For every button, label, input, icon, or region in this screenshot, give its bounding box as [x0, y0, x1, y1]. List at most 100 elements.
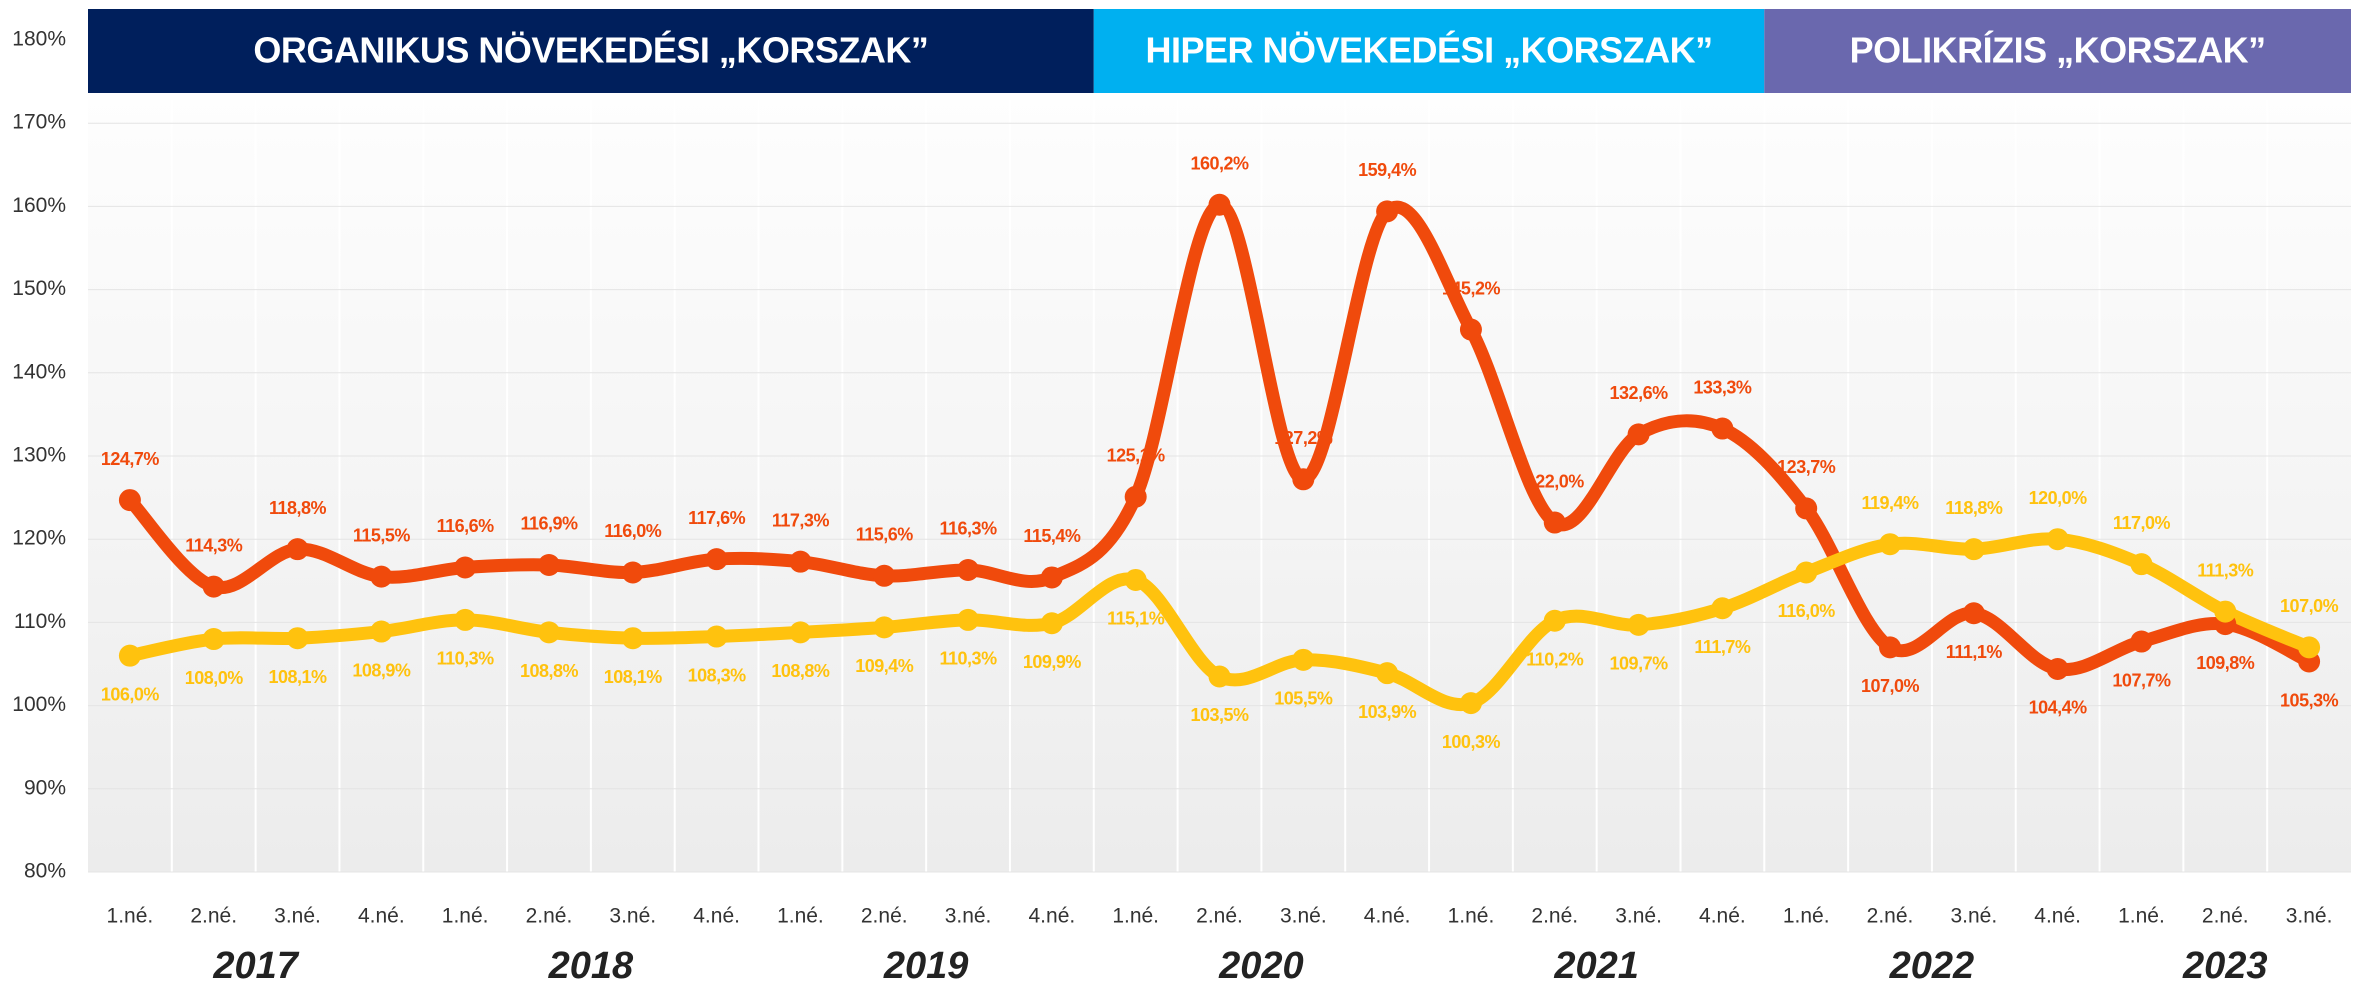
- data-label: 107,0%: [2280, 596, 2339, 616]
- point: [370, 620, 393, 643]
- data-label: 105,3%: [2280, 690, 2339, 710]
- data-label: 107,0%: [1861, 676, 1920, 696]
- x-tick-label: 4.né.: [2034, 905, 2081, 928]
- data-label: 117,6%: [688, 508, 746, 528]
- data-label: 116,0%: [1778, 601, 1836, 621]
- data-label: 111,7%: [1694, 637, 1751, 657]
- point: [537, 621, 560, 644]
- y-tick-label: 90%: [24, 776, 66, 799]
- point: [621, 561, 644, 584]
- data-label: 108,8%: [771, 661, 830, 681]
- data-label: 123,7%: [1777, 457, 1836, 477]
- year-label: 2020: [1218, 945, 1304, 986]
- era-banner: [88, 9, 1094, 93]
- data-label: 115,5%: [353, 525, 411, 545]
- point: [1627, 423, 1650, 446]
- y-tick-label: 130%: [12, 444, 66, 467]
- x-tick-label: 1.né.: [2118, 905, 2165, 928]
- point: [789, 621, 812, 644]
- era-banner: [1093, 9, 1765, 93]
- year-label: 2021: [1553, 945, 1639, 986]
- year-label: 2018: [548, 945, 634, 986]
- y-tick-label: 100%: [12, 693, 66, 716]
- y-tick-label: 180%: [12, 28, 66, 51]
- point: [2046, 528, 2069, 551]
- point: [873, 564, 896, 587]
- point: [118, 644, 141, 667]
- point: [1962, 602, 1985, 625]
- era-title: HIPER NÖVEKEDÉSI „KORSZAK”: [1145, 30, 1712, 71]
- x-tick-label: 2.né.: [1196, 905, 1243, 928]
- x-tick-label: 2.né.: [526, 905, 573, 928]
- data-label: 108,3%: [688, 665, 747, 685]
- point: [202, 575, 225, 598]
- point: [537, 553, 560, 576]
- x-tick-label: 2.né.: [1531, 905, 1578, 928]
- data-label: 109,7%: [1610, 654, 1669, 674]
- data-label: 111,1%: [1946, 642, 2003, 662]
- x-tick-label: 3.né.: [274, 905, 321, 928]
- x-tick-label: 3.né.: [1950, 905, 1997, 928]
- point: [1208, 665, 1231, 688]
- data-label: 117,3%: [772, 510, 830, 530]
- point: [957, 558, 980, 581]
- data-label: 104,4%: [2029, 698, 2088, 718]
- x-tick-label: 1.né.: [1112, 905, 1159, 928]
- data-label: 160,2%: [1190, 153, 1249, 173]
- data-label: 100,3%: [1442, 732, 1501, 752]
- y-tick-label: 110%: [14, 610, 66, 633]
- x-tick-label: 4.né.: [693, 905, 740, 928]
- data-label: 120,0%: [2029, 488, 2088, 508]
- point: [454, 608, 477, 631]
- data-label: 110,3%: [437, 649, 495, 669]
- point: [705, 548, 728, 571]
- era-title: POLIKRÍZIS „KORSZAK”: [1850, 30, 2266, 71]
- data-label: 115,4%: [1023, 526, 1081, 546]
- point: [705, 625, 728, 648]
- x-tick-label: 1.né.: [1783, 905, 1830, 928]
- point: [1376, 200, 1399, 223]
- x-tick-label: 3.né.: [1280, 905, 1327, 928]
- point: [202, 628, 225, 651]
- point: [1208, 193, 1231, 216]
- point: [1795, 561, 1818, 584]
- data-label: 108,9%: [352, 660, 411, 680]
- x-tick-label: 4.né.: [1699, 905, 1746, 928]
- point: [1459, 318, 1482, 341]
- data-label: 118,8%: [1945, 498, 2003, 518]
- point: [1627, 613, 1650, 636]
- data-label: 114,3%: [185, 535, 243, 555]
- point: [286, 627, 309, 650]
- data-label: 133,3%: [1693, 377, 1752, 397]
- year-label: 2022: [1889, 945, 1975, 986]
- data-label: 111,3%: [2197, 560, 2254, 580]
- point: [873, 616, 896, 639]
- year-label: 2023: [2182, 945, 2268, 986]
- point: [1543, 609, 1566, 632]
- x-tick-label: 2.né.: [861, 905, 908, 928]
- point: [957, 608, 980, 631]
- data-label: 108,1%: [604, 667, 663, 687]
- point: [1962, 538, 1985, 561]
- data-label: 116,0%: [604, 521, 662, 541]
- point: [2130, 553, 2153, 576]
- x-tick-label: 1.né.: [777, 905, 824, 928]
- data-label: 108,0%: [185, 668, 244, 688]
- point: [789, 550, 812, 573]
- x-tick-label: 4.né.: [1029, 905, 1076, 928]
- x-tick-label: 3.né.: [1615, 905, 1662, 928]
- x-tick-label: 4.né.: [358, 905, 405, 928]
- x-tick-label: 1.né.: [1448, 905, 1495, 928]
- x-tick-label: 3.né.: [945, 905, 992, 928]
- x-tick-label: 1.né.: [442, 905, 489, 928]
- point: [621, 627, 644, 650]
- point: [1292, 648, 1315, 671]
- data-label: 110,3%: [940, 649, 998, 669]
- year-label: 2017: [212, 945, 299, 986]
- data-label: 105,5%: [1274, 689, 1333, 709]
- series-line: [125, 198, 2312, 677]
- point: [1124, 485, 1147, 508]
- data-label: 117,0%: [2113, 513, 2171, 533]
- data-label: 103,9%: [1358, 702, 1417, 722]
